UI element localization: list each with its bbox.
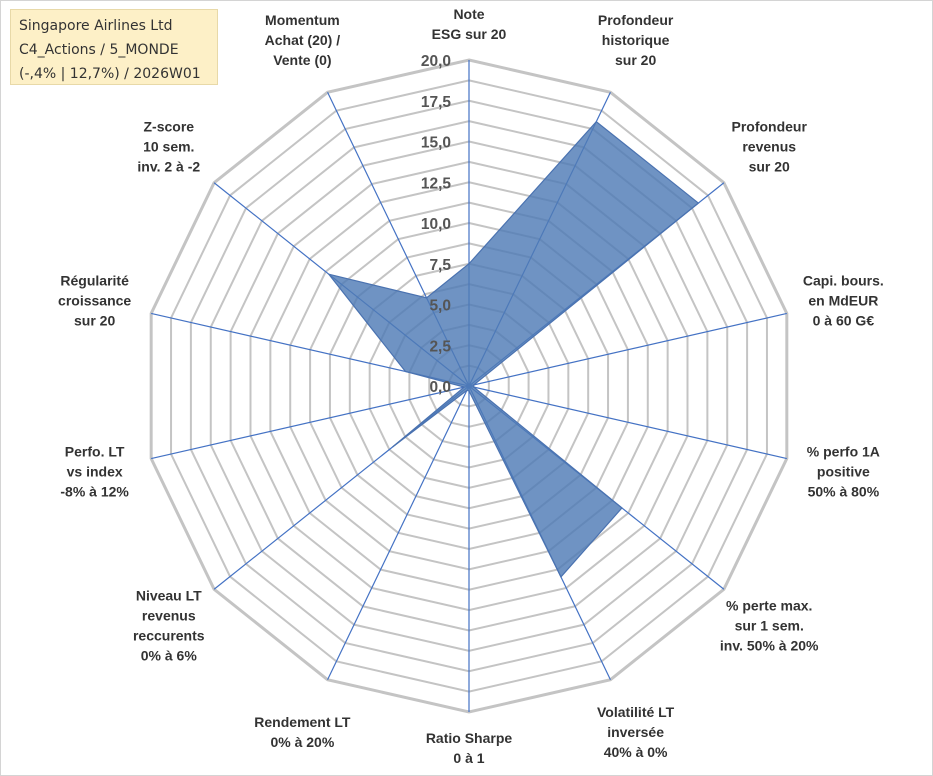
info-box-category: C4_Actions / 5_MONDE <box>19 42 179 58</box>
tick-label: 15,0 <box>421 135 451 152</box>
series-area <box>327 120 700 578</box>
axis-label: Rendement LT 0% à 20% <box>254 714 351 750</box>
tick-label: 7,5 <box>429 257 451 274</box>
tick-label: 10,0 <box>421 216 451 233</box>
axis-label: Capi. bours. en MdEUR 0 à 60 G€ <box>803 273 884 329</box>
axis-label: Ratio Sharpe 0 à 1 <box>426 730 513 766</box>
axis-label: Régularité croissance sur 20 <box>58 273 131 329</box>
axis-spoke <box>151 385 470 460</box>
axis-label: Profondeur historique sur 20 <box>598 12 674 68</box>
tick-label: 20,0 <box>421 53 451 70</box>
axis-labels: Note ESG sur 20 Profondeur historique sur 20… <box>58 6 884 766</box>
axis-spoke <box>468 312 787 387</box>
axis-label: Profondeur revenus sur 20 <box>731 119 807 175</box>
axis-label: % perfo 1A positive 50% à 80% <box>807 443 880 499</box>
axis-label: Perfo. LT vs index -8% à 12% <box>60 443 129 499</box>
axis-spoke <box>327 385 470 680</box>
axis-label: Z-score 10 sem. inv. 2 à -2 <box>137 119 200 175</box>
tick-label: 12,5 <box>421 175 452 192</box>
axis-label: Momentum Achat (20) / Vente (0) <box>265 12 341 68</box>
axis-label: Note ESG sur 20 <box>432 6 507 42</box>
info-box-company: Singapore Airlines Ltd <box>19 18 173 34</box>
radial-tick-labels: 0,0 2,5 5,0 7,5 10,0 12,5 15,0 17,5 20,0 <box>421 53 452 396</box>
tick-label: 17,5 <box>421 94 452 111</box>
tick-label: 2,5 <box>429 338 451 355</box>
info-box-period: (-,4% | 12,7%) / 2026W01 <box>19 66 201 82</box>
axis-spoke <box>468 385 787 460</box>
axis-label: Volatilité LT inversée 40% à 0% <box>597 704 675 760</box>
tick-label: 0,0 <box>429 379 451 396</box>
info-box: Singapore Airlines Ltd C4_Actions / 5_MO… <box>10 9 218 85</box>
radar-series <box>327 120 700 578</box>
axis-label: Niveau LT revenus reccurents 0% à 6% <box>133 587 205 663</box>
axis-label: % perte max. sur 1 sem. inv. 50% à 20% <box>720 597 819 653</box>
tick-label: 5,0 <box>429 298 451 315</box>
